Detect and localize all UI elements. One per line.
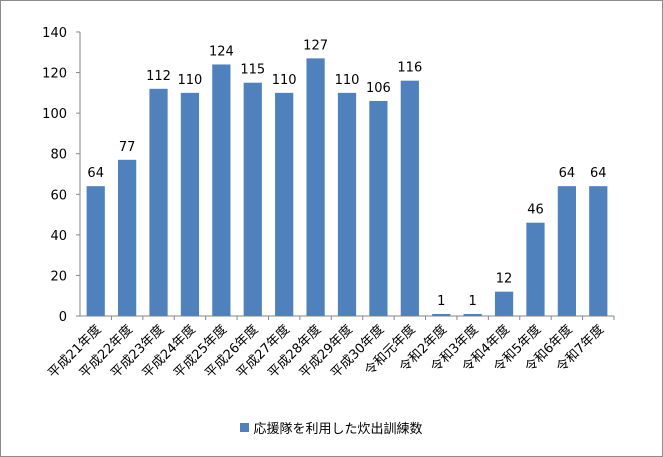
data-label: 127 [303, 38, 328, 53]
y-tick-label: 20 [50, 269, 67, 284]
bar [369, 100, 388, 316]
data-label: 110 [335, 73, 360, 88]
legend-label: 応援隊を利用した炊出訓練数 [253, 422, 423, 437]
data-label: 115 [240, 63, 265, 78]
y-tick-label: 140 [42, 26, 67, 41]
bar [400, 80, 419, 316]
bar [180, 92, 200, 316]
data-label: 110 [272, 73, 297, 88]
y-tick-label: 100 [42, 107, 67, 122]
data-label: 64 [559, 166, 576, 181]
data-label: 77 [119, 140, 136, 155]
bar [589, 186, 608, 316]
data-label: 112 [146, 69, 171, 84]
bar [432, 313, 451, 316]
y-tick-label: 0 [59, 310, 67, 325]
bar [243, 82, 262, 316]
data-label: 106 [366, 81, 391, 96]
bar [118, 159, 137, 316]
data-label: 124 [209, 44, 234, 59]
bar [86, 186, 105, 316]
y-tick-label: 40 [50, 229, 67, 244]
y-tick-label: 120 [42, 67, 67, 82]
bar [494, 291, 514, 316]
data-label: 12 [496, 272, 513, 287]
legend: 応援隊を利用した炊出訓練数 [0, 418, 663, 437]
y-tick-label: 80 [50, 148, 67, 163]
legend-swatch [240, 423, 250, 432]
data-label: 110 [178, 73, 203, 88]
bar [212, 64, 231, 316]
data-label: 64 [87, 166, 104, 181]
data-label: 116 [397, 61, 422, 76]
bar [337, 92, 357, 316]
data-label: 46 [527, 203, 544, 218]
bar [463, 313, 482, 316]
bar [149, 88, 168, 316]
bar [275, 92, 294, 316]
data-label: 1 [437, 294, 445, 309]
bar [306, 58, 325, 316]
data-label: 1 [469, 294, 477, 309]
bar [526, 222, 545, 316]
data-label: 64 [590, 166, 607, 181]
bar [557, 186, 576, 316]
y-tick-label: 60 [50, 188, 67, 203]
